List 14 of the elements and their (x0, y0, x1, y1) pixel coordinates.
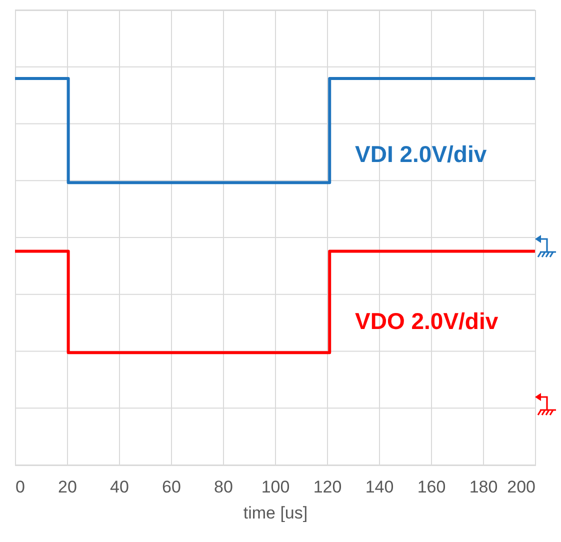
x-axis-title: time [us] (243, 504, 308, 522)
x-tick-label: 160 (417, 478, 446, 496)
series-label: VDO 2.0V/div (355, 308, 498, 334)
series-label: VDI 2.0V/div (355, 141, 487, 167)
x-tick-label: 100 (261, 478, 290, 496)
x-tick-label: 40 (110, 478, 129, 496)
x-tick-label: 0 (16, 478, 25, 496)
x-tick-label: 180 (469, 478, 498, 496)
x-tick-label: 80 (214, 478, 233, 496)
x-tick-label: 200 (507, 478, 536, 496)
x-tick-label: 20 (58, 478, 77, 496)
x-tick-label: 60 (162, 478, 181, 496)
x-tick-label: 140 (365, 478, 394, 496)
x-tick-label: 120 (313, 478, 342, 496)
